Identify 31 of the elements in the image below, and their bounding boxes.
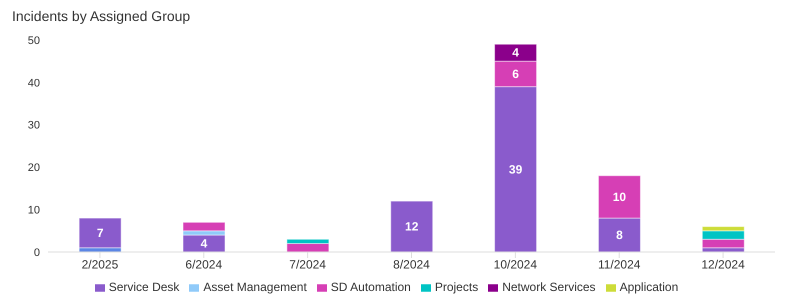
x-tick-label: 6/2024 [185, 258, 222, 272]
data-label: 7 [96, 226, 104, 240]
x-tick-label: 7/2024 [289, 258, 326, 272]
data-label: 6 [512, 66, 520, 81]
data-label: 4 [200, 236, 208, 251]
legend-label: Network Services [502, 280, 596, 294]
legend-label: Asset Management [203, 280, 307, 294]
y-tick-label: 0 [34, 246, 40, 259]
chart-title: Incidents by Assigned Group [11, 8, 192, 26]
y-tick-label: 10 [28, 204, 40, 217]
legend-label: SD Automation [330, 280, 411, 294]
data-label: 12 [405, 220, 419, 234]
legend-label: Application [620, 280, 678, 294]
y-tick-label: 30 [28, 120, 40, 132]
data-label: 39 [508, 162, 523, 176]
data-label: 8 [616, 228, 624, 242]
y-tick-label: 20 [28, 162, 40, 174]
data-label: 4 [512, 46, 520, 60]
bar [182, 222, 226, 232]
x-tick-label: 12/2024 [701, 258, 746, 272]
data-label: 10 [612, 190, 626, 204]
x-tick-label: 2/2025 [82, 258, 119, 272]
x-tick-label: 10/2024 [494, 258, 538, 272]
bar [390, 200, 434, 252]
bar [78, 218, 122, 248]
legend-label: Projects [434, 280, 478, 294]
x-tick-label: 11/2024 [598, 258, 641, 272]
legend-label: Service Desk [108, 280, 180, 294]
y-tick-label: 50 [28, 34, 40, 47]
x-tick-label: 8/2024 [393, 258, 430, 272]
y-tick-label: 40 [28, 77, 40, 90]
